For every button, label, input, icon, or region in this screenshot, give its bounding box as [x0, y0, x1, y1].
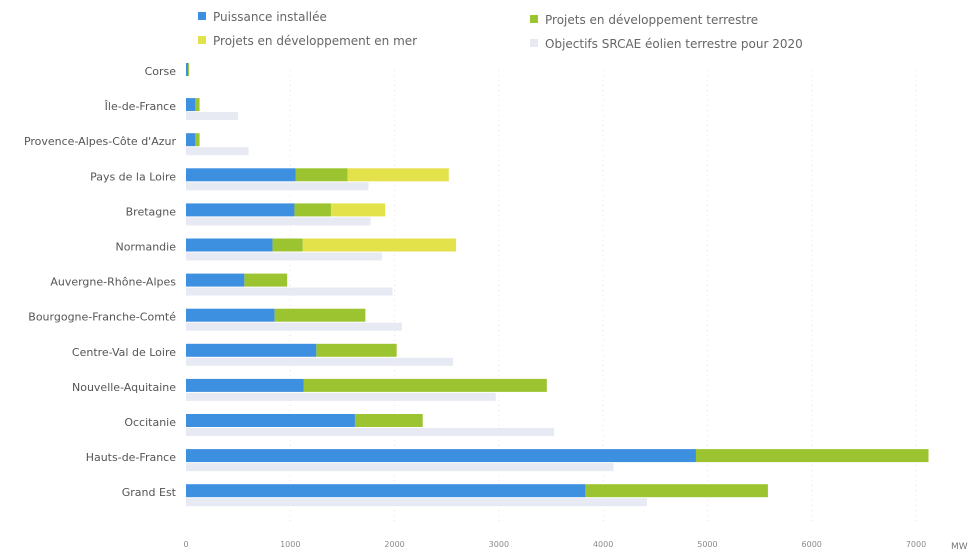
bar-installed-provence-alpes-cote-d-azur	[186, 133, 196, 147]
bar-onshore-centre-val-de-loire	[316, 343, 397, 357]
bar-objectif-grand-est	[186, 498, 647, 507]
category-label-nouvelle-aquitaine: Nouvelle-Aquitaine	[72, 381, 176, 394]
bar-installed-ile-de-france	[186, 98, 196, 112]
bar-installed-grand-est	[186, 484, 586, 498]
bar-onshore-pays-de-la-loire	[295, 168, 348, 182]
legend-label-srcae: Objectifs SRCAE éolien terrestre pour 20…	[545, 37, 803, 51]
bar-installed-bourgogne-franche-comte	[186, 308, 275, 322]
category-label-hauts-de-france: Hauts-de-France	[86, 451, 177, 464]
bar-offshore-pays-de-la-loire	[347, 168, 449, 182]
category-label-normandie: Normandie	[115, 241, 176, 254]
category-label-bourgogne-franche-comte: Bourgogne-Franche-Comté	[28, 311, 176, 324]
bar-onshore-provence-alpes-cote-d-azur	[195, 133, 200, 147]
bar-objectif-bretagne	[186, 217, 371, 226]
x-tick-label-0: 0	[183, 540, 188, 549]
bar-onshore-nouvelle-aquitaine	[303, 378, 547, 392]
x-tick-label-5000: 5000	[697, 540, 717, 549]
bar-installed-centre-val-de-loire	[186, 343, 317, 357]
bar-objectif-provence-alpes-cote-d-azur	[186, 147, 249, 156]
legend-item-installed: Puissance installée	[198, 10, 327, 24]
legend-swatch-offshore	[198, 36, 206, 44]
x-tick-label-6000: 6000	[802, 540, 822, 549]
legend-swatch-srcae	[530, 39, 538, 47]
category-label-corse: Corse	[145, 65, 177, 78]
bar-objectif-ile-de-france	[186, 112, 239, 121]
bar-objectif-centre-val-de-loire	[186, 357, 453, 366]
bar-objectif-occitanie	[186, 428, 555, 436]
bar-objectif-pays-de-la-loire	[186, 182, 369, 191]
bar-installed-pays-de-la-loire	[186, 168, 296, 182]
bar-installed-auvergne-rhone-alpes	[186, 273, 245, 287]
legend-label-onshore: Projets en développement terrestre	[545, 13, 759, 27]
x-axis-unit: MW	[951, 542, 968, 552]
legend-item-offshore: Projets en développement en mer	[198, 34, 417, 48]
legend-swatch-onshore	[530, 15, 538, 23]
x-tick-label-7000: 7000	[906, 540, 926, 549]
category-label-occitanie: Occitanie	[124, 416, 176, 429]
legend-item-srcae: Objectifs SRCAE éolien terrestre pour 20…	[530, 37, 803, 51]
bar-onshore-bretagne	[294, 203, 331, 217]
bar-installed-corse	[186, 63, 189, 76]
bar-installed-bretagne	[186, 203, 295, 217]
bar-offshore-normandie	[302, 238, 457, 252]
bar-onshore-hauts-de-france	[695, 449, 929, 463]
bar-onshore-ile-de-france	[195, 98, 200, 112]
legend-label-installed: Puissance installée	[213, 10, 327, 24]
category-label-auvergne-rhone-alpes: Auvergne-Rhône-Alpes	[50, 276, 176, 289]
bar-offshore-bretagne	[330, 203, 386, 217]
category-label-bretagne: Bretagne	[126, 205, 177, 218]
bar-onshore-occitanie	[354, 414, 423, 427]
category-label-centre-val-de-loire: Centre-Val de Loire	[72, 346, 176, 359]
category-label-provence-alpes-cote-d-azur: Provence-Alpes-Côte d'Azur	[24, 135, 177, 148]
bar-objectif-bourgogne-franche-comte	[186, 322, 402, 331]
bar-objectif-normandie	[186, 252, 383, 261]
x-tick-label-4000: 4000	[593, 540, 613, 549]
x-tick-label-1000: 1000	[280, 540, 300, 549]
bar-onshore-normandie	[272, 238, 303, 252]
category-label-ile-de-france: Île-de-France	[104, 100, 177, 113]
category-label-pays-de-la-loire: Pays de la Loire	[90, 170, 176, 183]
bar-onshore-auvergne-rhone-alpes	[244, 273, 288, 287]
bar-onshore-bourgogne-franche-comte	[274, 308, 366, 322]
legend-label-offshore: Projets en développement en mer	[213, 34, 418, 48]
bar-installed-occitanie	[186, 414, 355, 427]
bar-onshore-grand-est	[585, 484, 768, 498]
bar-installed-normandie	[186, 238, 273, 252]
legend-item-onshore: Projets en développement terrestre	[530, 13, 758, 27]
bar-onshore-corse	[188, 63, 190, 76]
bar-installed-nouvelle-aquitaine	[186, 378, 304, 392]
bar-installed-hauts-de-france	[186, 449, 696, 463]
bar-objectif-auvergne-rhone-alpes	[186, 287, 393, 296]
x-tick-label-3000: 3000	[489, 540, 509, 549]
legend-swatch-installed	[198, 12, 206, 20]
category-label-grand-est: Grand Est	[122, 486, 177, 499]
x-tick-label-2000: 2000	[384, 540, 404, 549]
bar-objectif-nouvelle-aquitaine	[186, 392, 496, 401]
bar-objectif-hauts-de-france	[186, 463, 614, 472]
